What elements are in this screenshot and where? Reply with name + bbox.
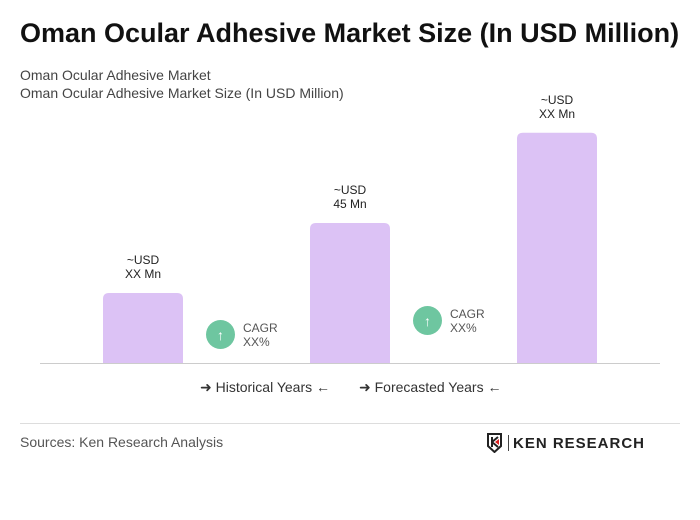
- legend-label: Forecasted Years: [374, 379, 484, 395]
- cagr-badge: ↑ CAGR XX%: [206, 320, 278, 349]
- bar: [103, 293, 183, 363]
- arrow-right-icon: ➜: [359, 379, 375, 395]
- cagr-value: XX%: [450, 320, 477, 335]
- legend-historical: ➜ Historical Years ←: [200, 379, 330, 396]
- sources: Sources: Ken Research Analysis: [20, 434, 224, 450]
- arrow-left-icon: ←: [483, 379, 502, 395]
- data-label-line: ~USD: [540, 92, 574, 107]
- arrow-left-icon: ←: [312, 379, 331, 395]
- data-label-line: XX Mn: [538, 106, 575, 121]
- data-label: ~USD XX Mn: [497, 93, 617, 121]
- subtitle-2: Oman Ocular Adhesive Market Size (In USD…: [20, 85, 344, 101]
- legend-forecasted: ➜ Forecasted Years ←: [359, 379, 501, 396]
- arrow-up-icon: ↑: [413, 306, 442, 335]
- cagr-label: CAGR: [243, 320, 278, 335]
- logo-mark-icon: [487, 433, 502, 453]
- data-label: ~USD XX Mn: [83, 253, 203, 281]
- data-label: ~USD 45 Mn: [290, 183, 410, 211]
- legend-label: Historical Years: [215, 379, 313, 395]
- cagr-label: CAGR: [450, 306, 485, 321]
- cagr-value: XX%: [243, 334, 270, 349]
- bar: [517, 132, 597, 363]
- data-label-line: 45 Mn: [333, 197, 367, 211]
- data-label-line: ~USD: [126, 253, 160, 267]
- bar: [310, 223, 390, 363]
- data-label-line: ~USD: [333, 183, 367, 197]
- chart-title: Oman Ocular Adhesive Market Size (In USD…: [20, 18, 680, 48]
- ken-research-logo: KEN RESEARCH: [486, 433, 645, 453]
- subtitle: Oman Ocular Adhesive Market: [20, 67, 211, 83]
- bar-chart: [40, 132, 660, 364]
- arrow-right-icon: ➜: [200, 379, 216, 395]
- arrow-up-icon: ↑: [206, 320, 235, 349]
- data-label-line: XX Mn: [124, 267, 161, 281]
- cagr-badge: ↑ CAGR XX%: [413, 306, 485, 335]
- divider: [20, 423, 680, 424]
